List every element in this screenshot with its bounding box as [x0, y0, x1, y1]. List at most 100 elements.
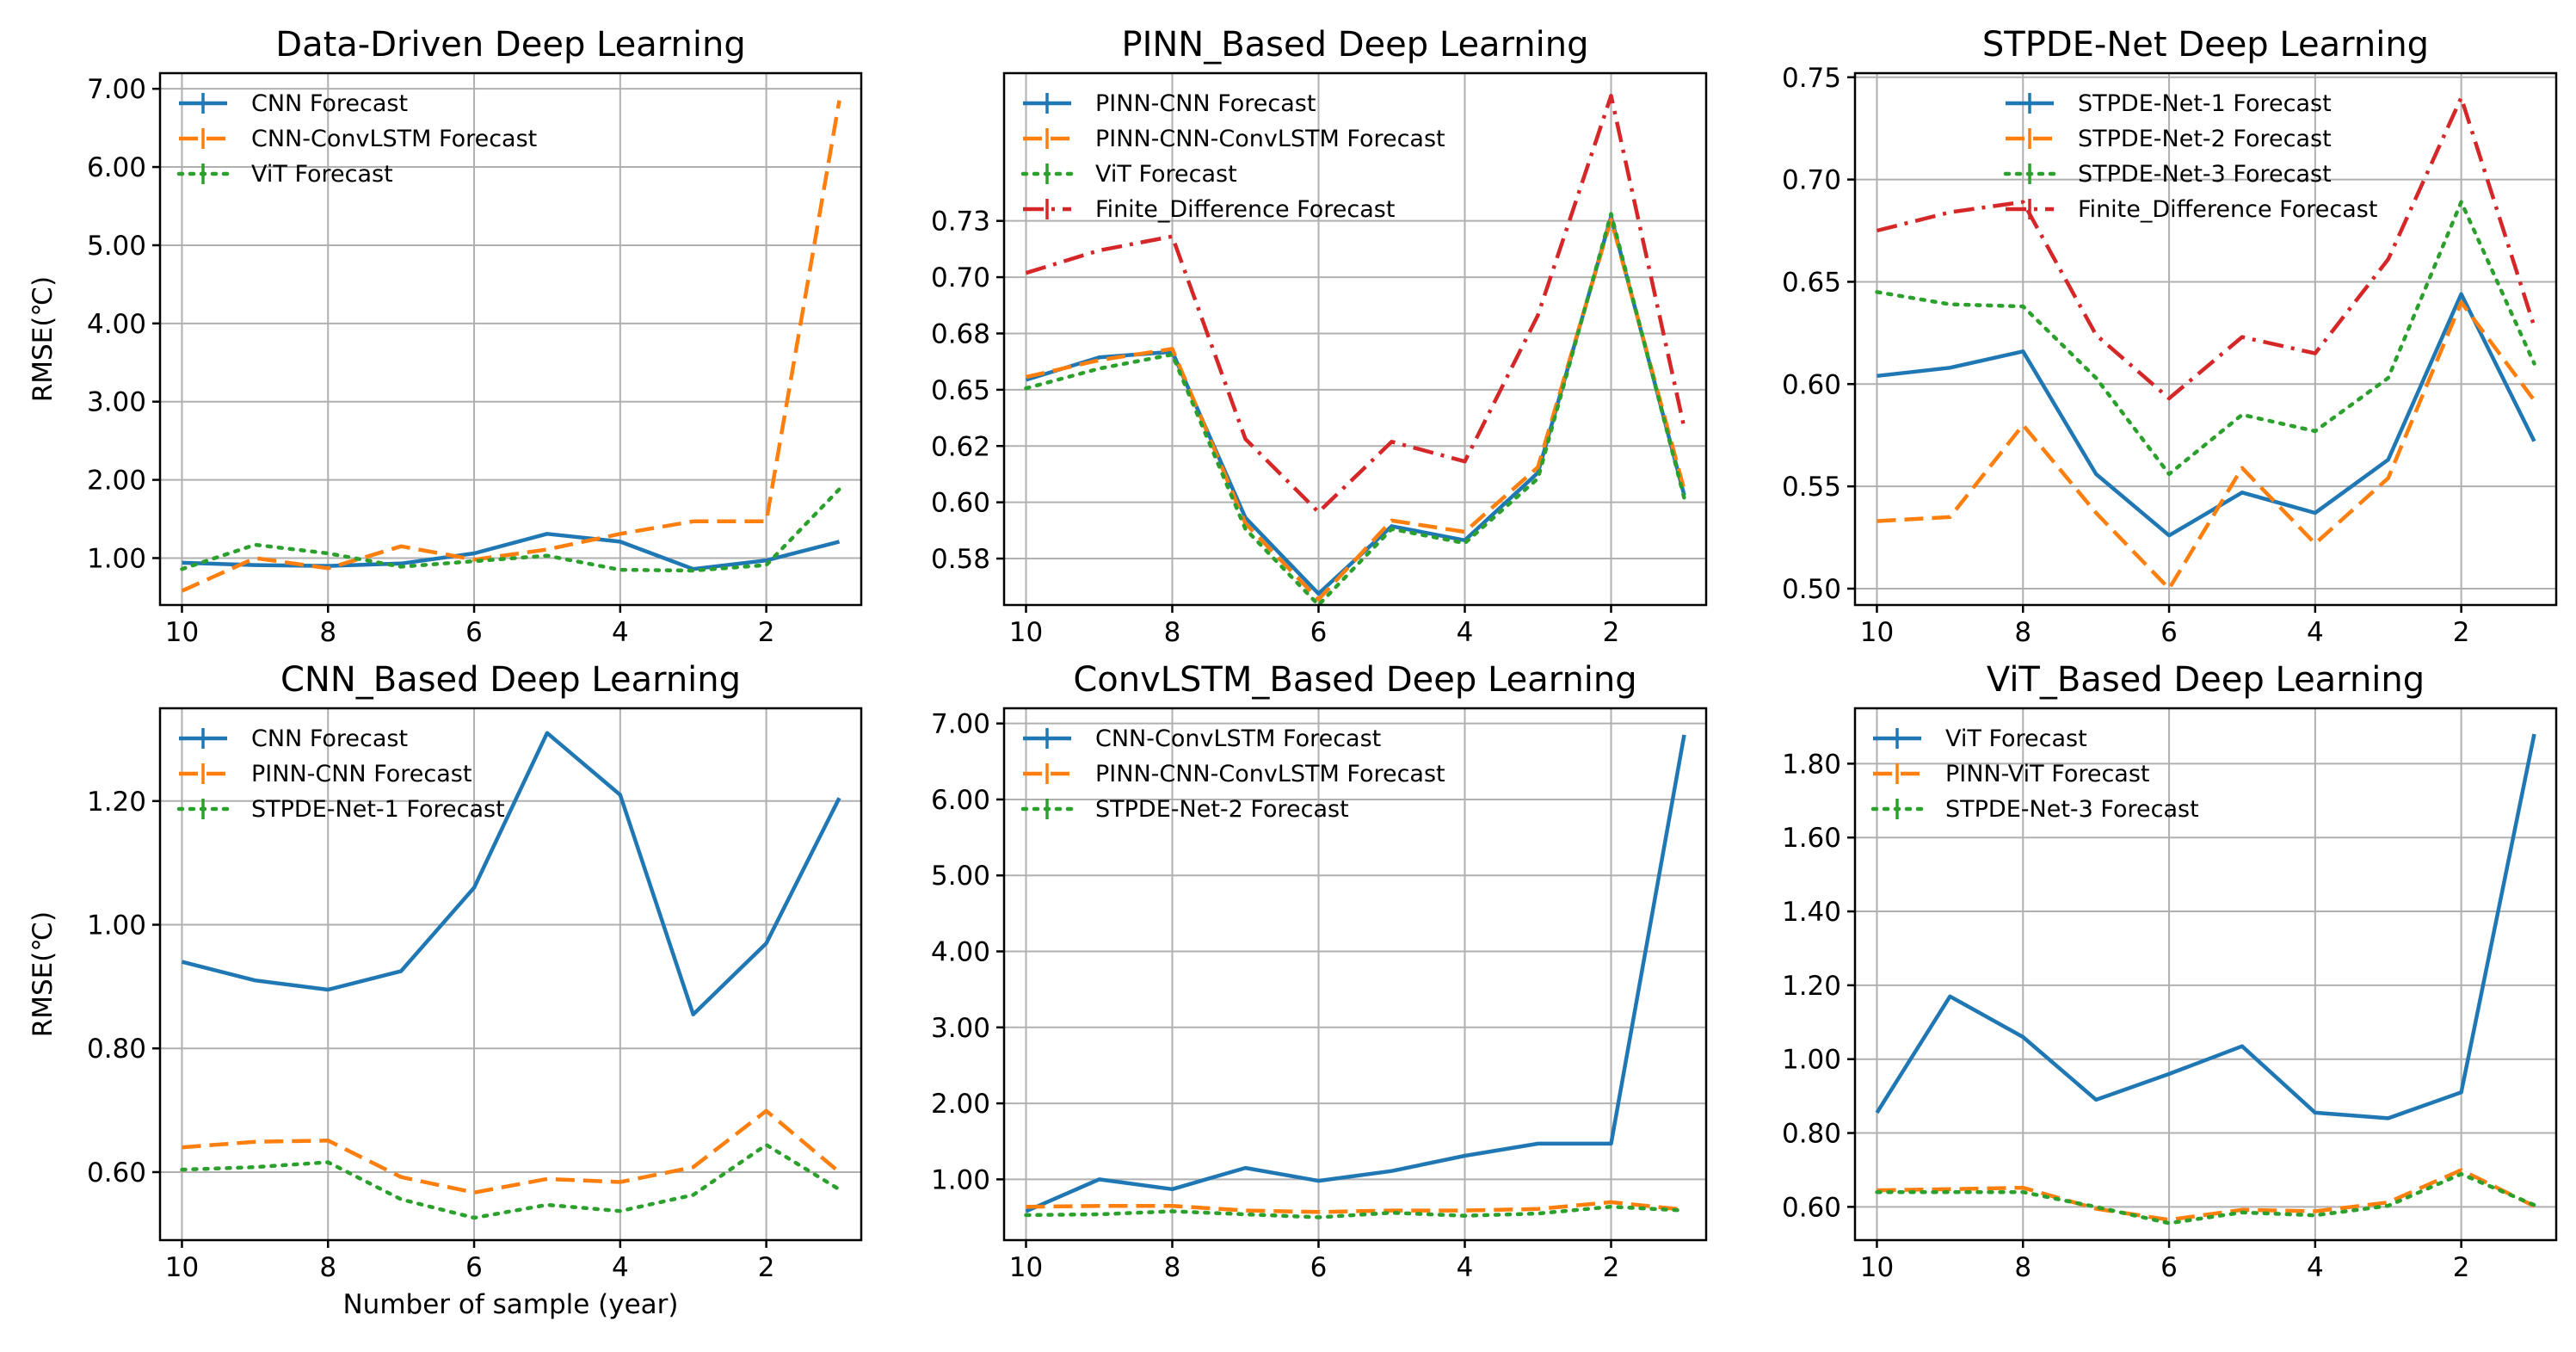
x-tick-label: 10 [1860, 1252, 1894, 1283]
chart-title: PINN_Based Deep Learning [1121, 25, 1588, 65]
x-tick-label: 8 [1164, 1252, 1181, 1283]
y-tick-label: 3.00 [931, 1013, 990, 1044]
y-tick-label: 0.50 [1782, 574, 1841, 605]
y-tick-label: 5.00 [87, 231, 146, 262]
y-tick-label: 1.00 [1782, 1045, 1841, 1076]
x-tick-label: 10 [165, 617, 199, 648]
legend: CNN-ConvLSTM Forecast PINN-CNN-ConvLSTM F… [1020, 725, 1445, 823]
legend: STPDE-Net-1 Forecast STPDE-Net-2 Forecast… [2003, 90, 2377, 223]
x-tick-label: 6 [465, 617, 483, 648]
legend-label: ViT Forecast [1095, 161, 1237, 188]
series-line-stpde-net-2-forecast [1024, 1204, 1686, 1219]
x-tick-label: 6 [2160, 617, 2178, 648]
y-tick-label: 1.40 [1782, 897, 1841, 928]
legend-label: STPDE-Net-3 Forecast [2078, 161, 2332, 188]
y-tick-label: 0.60 [1782, 369, 1841, 400]
series-line-pinn-cnn-convlstm-forecast [1025, 217, 1686, 602]
series-line-stpde-net-1-forecast [180, 1143, 841, 1220]
x-tick-label: 2 [758, 617, 775, 648]
series-line-pinn-cnn-forecast [1025, 214, 1686, 596]
x-tick-label: 4 [1457, 1252, 1474, 1283]
chart-2: PINN_Based Deep Learning 10 8 6 4 2 0.58 0.60 0.… [931, 25, 1708, 648]
plot-frame [158, 71, 863, 607]
legend-label: PINN-CNN-ConvLSTM Forecast [1095, 126, 1445, 152]
x-tick-label: 10 [1009, 1252, 1043, 1283]
series-line-cnn-convlstm-forecast [181, 100, 841, 593]
x-tick-label: 10 [1009, 617, 1043, 648]
y-tick-label: 0.58 [931, 544, 990, 575]
legend-label: STPDE-Net-1 Forecast [251, 796, 505, 823]
y-axis-label: RMSE(℃) [28, 276, 59, 403]
x-tick-label: 8 [319, 1252, 336, 1283]
legend-label: PINN-ViT Forecast [1945, 761, 2150, 787]
x-tick-label: 8 [2014, 1252, 2031, 1283]
x-tick-label: 2 [1603, 617, 1620, 648]
legend: PINN-CNN Forecast PINN-CNN-ConvLSTM Forec… [1020, 90, 1445, 223]
y-tick-label: 1.00 [87, 543, 146, 574]
y-tick-label: 1.00 [931, 1164, 990, 1195]
y-tick-label: 0.80 [1782, 1119, 1841, 1150]
legend-label: STPDE-Net-3 Forecast [1945, 796, 2199, 823]
legend-label: ViT Forecast [1945, 725, 2087, 752]
series-line-vit-forecast [1024, 212, 1686, 605]
series-line-pinn-cnn-forecast [182, 1108, 841, 1195]
series-line-cnn-forecast [182, 532, 841, 571]
y-tick-label: 6.00 [87, 152, 146, 183]
legend-label: PINN-CNN-ConvLSTM Forecast [1095, 761, 1445, 787]
x-tick-label: 6 [465, 1252, 483, 1283]
x-tick-label: 6 [1310, 1252, 1328, 1283]
series-line-vit-forecast [180, 487, 841, 573]
y-tick-label: 2.00 [87, 466, 146, 497]
x-tick-label: 4 [2307, 1252, 2324, 1283]
plot-frame [1853, 707, 2558, 1242]
y-tick-label: 0.65 [931, 375, 990, 406]
chart-title: CNN_Based Deep Learning [280, 660, 741, 700]
x-tick-label: 4 [1457, 617, 1474, 648]
legend-label: PINN-CNN Forecast [251, 761, 471, 787]
legend-label: PINN-CNN Forecast [1095, 90, 1316, 117]
legend-label: STPDE-Net-2 Forecast [1095, 796, 1349, 823]
y-tick-label: 1.20 [1782, 971, 1841, 1002]
chart-3: STPDE-Net Deep Learning 10 8 6 4 2 0.50 0.55 0.6… [1782, 25, 2558, 648]
chart-4: CNN_Based Deep Learning 10 8 6 4 2 0.60 0.80 1.0… [28, 660, 863, 1320]
y-tick-label: 7.00 [931, 709, 990, 740]
y-tick-label: 4.00 [87, 309, 146, 340]
series-line-finite-difference-forecast [1025, 93, 1686, 515]
chart-title: ViT_Based Deep Learning [1987, 660, 2425, 700]
x-tick-label: 2 [758, 1252, 775, 1283]
series-line-stpde-net-3-forecast [1875, 200, 2536, 477]
plot-frame [1002, 71, 1708, 607]
legend: ViT Forecast PINN-ViT Forecast STPDE-Net-3… [1870, 725, 2199, 823]
legend: CNN Forecast CNN-ConvLSTM Forecast ViT For… [176, 90, 537, 188]
x-tick-label: 6 [1310, 617, 1328, 648]
y-tick-label: 0.70 [1782, 165, 1841, 196]
y-tick-label: 3.00 [87, 387, 146, 418]
plot-frame [1002, 707, 1708, 1242]
series-line-cnn-convlstm-forecast [1025, 734, 1686, 1213]
x-tick-label: 10 [1860, 617, 1894, 648]
y-tick-label: 7.00 [87, 74, 146, 105]
x-tick-label: 10 [165, 1252, 199, 1283]
y-tick-label: 1.60 [1782, 823, 1841, 854]
y-tick-label: 2.00 [931, 1089, 990, 1120]
y-tick-label: 1.20 [87, 787, 146, 818]
y-tick-label: 0.68 [931, 318, 990, 349]
legend-label: CNN Forecast [251, 90, 408, 117]
chart-title: ConvLSTM_Based Deep Learning [1073, 660, 1636, 700]
x-tick-label: 2 [1603, 1252, 1620, 1283]
series-line-stpde-net-2-forecast [1877, 299, 2536, 591]
x-tick-label: 4 [2307, 617, 2324, 648]
x-tick-label: 2 [2453, 1252, 2470, 1283]
y-axis-label: RMSE(℃) [28, 911, 59, 1038]
x-tick-label: 8 [1164, 617, 1181, 648]
legend-label: ViT Forecast [251, 161, 393, 188]
chart-title: STPDE-Net Deep Learning [1982, 25, 2429, 65]
x-tick-label: 8 [319, 617, 336, 648]
chart-1: Data-Driven Deep Learning 10 8 6 4 2 1.00 2.00 3… [28, 25, 863, 648]
x-tick-label: 4 [612, 617, 629, 648]
series-line-vit-forecast [1875, 733, 2536, 1120]
x-tick-label: 4 [612, 1252, 629, 1283]
x-tick-label: 6 [2160, 1252, 2178, 1283]
y-tick-label: 0.73 [931, 207, 990, 238]
